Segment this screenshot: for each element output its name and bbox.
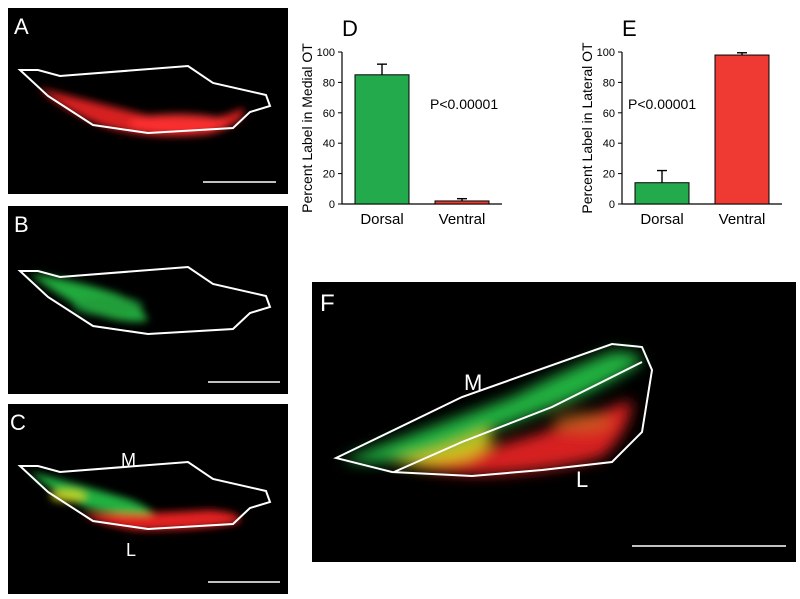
panel-b-svg [17, 265, 280, 383]
chart-e-ytick-label: 0 [609, 199, 615, 211]
chart-e-ytick-label: 20 [603, 169, 615, 181]
chart-d-ylabel: Percent Label in Medial OT [299, 43, 315, 213]
panel-f-image: F M L [312, 282, 796, 562]
chart-e-ytick-label: 60 [603, 108, 615, 120]
panel-a-svg [17, 64, 276, 183]
panel-b-label: B [14, 212, 29, 237]
chart-e-ytick-label: 40 [603, 138, 615, 150]
chart-e-panel-label: E [622, 16, 637, 41]
panel-b-image: B [8, 206, 288, 394]
chart-d-ytick-label: 40 [323, 138, 335, 150]
panel-f-medial-label: M [464, 370, 483, 395]
chart-e-ylabel: Percent Label in Lateral OT [579, 42, 595, 214]
panel-f-boundary-line [393, 361, 643, 473]
chart-d-ytick-label: 100 [317, 47, 335, 59]
panel-f-label: F [320, 290, 335, 317]
chart-d-bar-dorsal [354, 74, 410, 205]
panel-a-image: A [8, 8, 288, 194]
chart-e-pvalue: P<0.00001 [628, 96, 696, 112]
chart-d-panel-label: D [342, 16, 358, 41]
chart-e-ytick-label: 100 [597, 47, 615, 59]
chart-d: 0 20 40 60 80 100 Percent Label in Medial OT Do… [286, 8, 516, 238]
chart-d-bar-ventral [434, 200, 490, 205]
chart-d-category-ventral: Ventral [439, 211, 486, 228]
chart-d-ytick-label: 80 [323, 77, 335, 89]
panel-a-label: A [14, 14, 29, 39]
chart-d-category-dorsal: Dorsal [360, 211, 403, 228]
panel-f-merged-label [342, 351, 642, 474]
chart-e: 0 20 40 60 80 100 Percent Label in Lateral OT D… [566, 8, 796, 238]
panel-c-medial-label: M [121, 450, 136, 470]
panel-c-outline [17, 460, 272, 531]
panel-f-outer-outline [333, 342, 654, 478]
chart-e-category-ventral: Ventral [719, 211, 766, 228]
panel-c-image: C M L [8, 404, 288, 594]
chart-d-ytick-label: 20 [323, 169, 335, 181]
chart-d-pvalue: P<0.00001 [430, 96, 498, 112]
chart-e-bar-ventral [714, 54, 770, 205]
panel-b-outline [17, 265, 272, 336]
chart-e-bar-dorsal [634, 182, 690, 205]
panel-c-label: C [10, 410, 26, 435]
panel-c-lateral-label: L [126, 540, 137, 560]
panel-a-outline [17, 64, 272, 135]
panel-c-svg [17, 460, 280, 583]
chart-d-ytick-label: 0 [329, 199, 335, 211]
panel-f-svg [333, 342, 786, 547]
panel-b-green-label [30, 274, 148, 322]
chart-e-ytick-label: 80 [603, 77, 615, 89]
chart-e-category-dorsal: Dorsal [640, 211, 683, 228]
chart-d-ytick-label: 60 [323, 108, 335, 120]
panel-f-lateral-label: L [576, 467, 589, 492]
